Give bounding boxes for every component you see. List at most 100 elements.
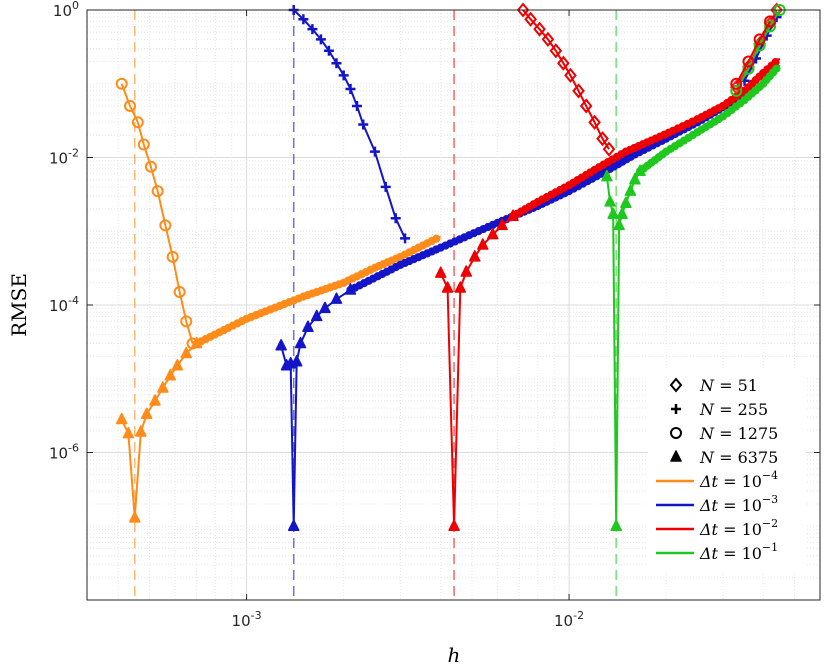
data-point bbox=[159, 219, 172, 232]
data-point bbox=[151, 185, 164, 198]
data-point bbox=[549, 43, 563, 59]
data-point bbox=[144, 160, 157, 173]
series bbox=[508, 57, 781, 221]
series bbox=[115, 77, 199, 350]
data-point bbox=[173, 286, 186, 299]
data-point bbox=[596, 131, 609, 147]
legend-entry: N = 6375 bbox=[670, 448, 778, 467]
data-point bbox=[330, 292, 343, 304]
data-point bbox=[572, 83, 585, 99]
data-point bbox=[315, 34, 326, 45]
data-point bbox=[588, 114, 601, 130]
x-tick-label: 10-3 bbox=[232, 609, 262, 630]
series-line bbox=[735, 9, 781, 92]
data-point bbox=[557, 55, 570, 71]
series bbox=[192, 234, 442, 348]
data-point bbox=[298, 14, 309, 25]
data-point bbox=[128, 511, 141, 523]
data-point bbox=[602, 141, 616, 157]
data-point bbox=[149, 394, 161, 406]
data-point bbox=[469, 250, 481, 262]
data-point bbox=[140, 407, 153, 420]
data-point bbox=[171, 359, 184, 371]
series-group bbox=[115, 2, 786, 531]
data-point bbox=[601, 169, 613, 182]
data-point bbox=[123, 99, 136, 112]
legend-entry: N = 255 bbox=[671, 400, 768, 419]
data-point bbox=[613, 218, 625, 231]
data-point bbox=[477, 238, 489, 250]
data-point bbox=[166, 250, 179, 263]
data-point bbox=[753, 33, 766, 46]
data-point bbox=[579, 98, 593, 114]
series-line bbox=[735, 20, 771, 85]
data-point bbox=[380, 181, 391, 192]
data-point bbox=[310, 309, 323, 322]
data-point bbox=[524, 11, 537, 27]
x-tick-label: 10-2 bbox=[554, 609, 584, 630]
data-point bbox=[400, 233, 411, 244]
data-point bbox=[564, 67, 577, 83]
data-point bbox=[620, 196, 632, 208]
data-point bbox=[432, 234, 441, 243]
data-point bbox=[610, 519, 622, 531]
data-point bbox=[319, 301, 331, 314]
data-point bbox=[629, 172, 641, 185]
data-point bbox=[441, 281, 454, 293]
data-point bbox=[607, 207, 619, 220]
y-tick-label: 10-6 bbox=[49, 442, 79, 463]
series bbox=[516, 2, 616, 157]
data-point bbox=[541, 31, 555, 47]
data-point bbox=[122, 426, 135, 439]
legend-label: Δt = 10−2 bbox=[699, 517, 778, 539]
legend-marker bbox=[670, 427, 682, 439]
data-point bbox=[338, 70, 349, 81]
legend-entry: N = 1275 bbox=[670, 424, 778, 443]
data-point bbox=[460, 265, 473, 277]
series bbox=[730, 15, 777, 90]
data-point bbox=[764, 20, 777, 33]
series-line bbox=[120, 83, 194, 344]
series bbox=[288, 5, 411, 244]
legend-entry: N = 51 bbox=[669, 376, 758, 395]
data-point bbox=[135, 425, 147, 437]
series bbox=[115, 336, 203, 523]
data-point bbox=[624, 184, 637, 196]
data-point bbox=[275, 339, 287, 351]
data-point bbox=[164, 368, 177, 381]
data-point bbox=[369, 146, 380, 157]
data-point bbox=[307, 24, 318, 35]
legend-label: Δt = 10−4 bbox=[699, 469, 778, 491]
data-point bbox=[390, 213, 401, 224]
y-tick-label: 100 bbox=[53, 0, 79, 20]
data-point bbox=[616, 207, 628, 220]
data-point bbox=[516, 2, 530, 18]
legend-marker bbox=[671, 404, 681, 414]
data-point bbox=[533, 21, 546, 37]
legend-label: N = 1275 bbox=[699, 424, 778, 443]
legend-marker bbox=[669, 377, 683, 393]
tick-labels: 10-3 10-2 100 10-2 10-4 10-6 bbox=[49, 0, 820, 630]
y-axis-label: RMSE bbox=[7, 273, 31, 337]
data-point bbox=[358, 119, 369, 130]
legend-label: N = 255 bbox=[699, 400, 768, 419]
legend-label: N = 6375 bbox=[699, 448, 778, 467]
data-point bbox=[323, 45, 334, 56]
data-point bbox=[180, 315, 193, 328]
series-line bbox=[605, 170, 641, 528]
y-tick-label: 10-2 bbox=[49, 147, 79, 168]
legend-entry: Δt = 10−4 bbox=[656, 469, 778, 491]
data-point bbox=[448, 519, 460, 531]
data-point bbox=[131, 116, 144, 129]
data-point bbox=[604, 195, 616, 207]
data-point bbox=[434, 266, 447, 278]
legend-box bbox=[648, 368, 806, 572]
data-point bbox=[352, 100, 363, 111]
legend-label: N = 51 bbox=[699, 376, 758, 395]
legend-entry: Δt = 10−3 bbox=[656, 493, 778, 515]
legend-label: Δt = 10−3 bbox=[699, 493, 778, 515]
data-point bbox=[454, 281, 467, 293]
legend-marker bbox=[670, 450, 682, 462]
